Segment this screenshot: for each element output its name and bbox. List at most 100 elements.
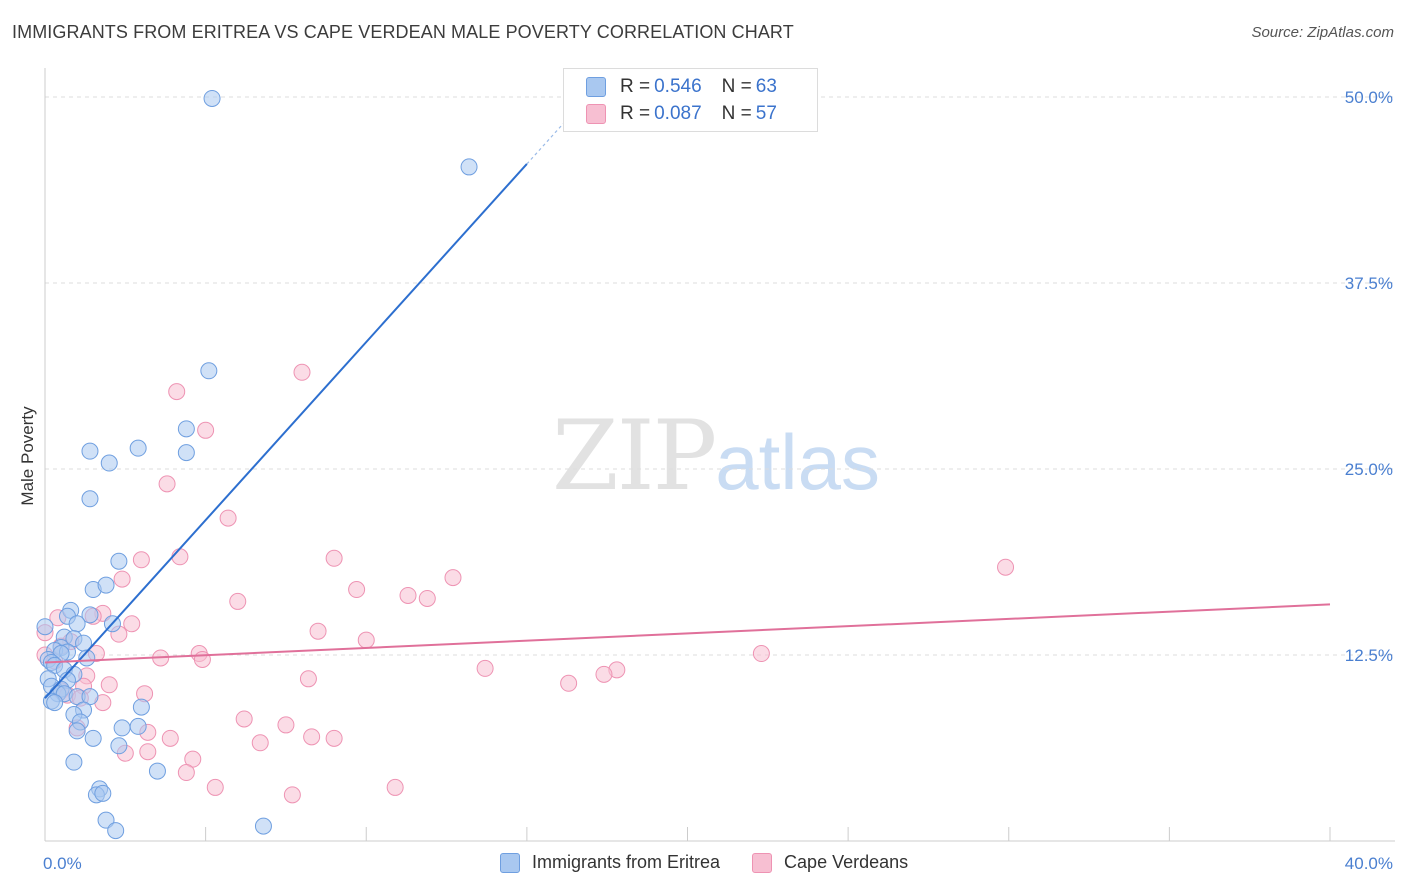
gridlines xyxy=(45,96,1395,656)
data-point-eritrea xyxy=(100,454,118,472)
data-point-cape-verdeans xyxy=(177,764,195,782)
data-point-cape-verdeans xyxy=(197,421,215,439)
data-point-cape-verdeans xyxy=(752,645,770,663)
data-point-eritrea xyxy=(46,694,64,712)
legend-n-value: 57 xyxy=(755,103,777,124)
data-point-cape-verdeans xyxy=(229,592,247,610)
legend-label: Immigrants from Eritrea xyxy=(532,852,721,872)
trend-line-eritrea xyxy=(44,163,528,699)
data-point-eritrea xyxy=(81,442,99,460)
trend-line-cape-verdeans xyxy=(44,603,1331,664)
data-point-cape-verdeans xyxy=(325,549,343,567)
data-point-eritrea xyxy=(254,817,272,835)
data-point-cape-verdeans xyxy=(193,650,211,668)
data-point-eritrea xyxy=(36,618,54,636)
data-point-cape-verdeans xyxy=(386,778,404,796)
legend-n-label: N = xyxy=(721,103,752,124)
series-cape-verdeans xyxy=(36,363,1015,804)
data-point-eritrea xyxy=(107,822,125,840)
legend-swatch-blue xyxy=(500,852,520,873)
legend-swatch-pink xyxy=(752,852,773,873)
data-point-eritrea xyxy=(68,615,86,633)
data-point-eritrea xyxy=(81,490,99,508)
y-axis-label: Male Poverty xyxy=(18,406,37,506)
axes xyxy=(44,68,1395,842)
data-point-cape-verdeans xyxy=(348,581,366,599)
legend-item-eritrea[interactable]: Immigrants from Eritrea xyxy=(500,852,720,873)
legend-n-label: N = xyxy=(721,76,752,97)
data-point-eritrea xyxy=(177,444,195,462)
legend-swatch-blue xyxy=(586,77,606,97)
data-point-cape-verdeans xyxy=(997,558,1015,576)
data-point-cape-verdeans xyxy=(158,475,176,493)
data-point-cape-verdeans xyxy=(206,778,224,796)
data-point-eritrea xyxy=(97,576,115,594)
data-point-cape-verdeans xyxy=(132,551,150,569)
data-point-eritrea xyxy=(68,722,86,740)
legend-item-cape-verdeans[interactable]: Cape Verdeans xyxy=(752,852,908,873)
data-point-eritrea xyxy=(129,439,147,457)
data-point-eritrea xyxy=(84,729,102,747)
data-point-cape-verdeans xyxy=(595,665,613,683)
watermark-atlas: atlas xyxy=(715,418,880,506)
chart-title: IMMIGRANTS FROM ERITREA VS CAPE VERDEAN … xyxy=(12,22,794,42)
data-point-cape-verdeans xyxy=(325,729,343,747)
legend-row-eritrea: R = 0.546 N = 63 xyxy=(586,74,777,100)
legend-r-label: R = xyxy=(620,103,651,124)
data-point-cape-verdeans xyxy=(444,569,462,587)
watermark: ZIPatlas xyxy=(552,400,880,512)
data-point-cape-verdeans xyxy=(283,786,301,804)
legend-r-value: 0.087 xyxy=(654,103,702,124)
data-point-cape-verdeans xyxy=(418,589,436,607)
data-point-cape-verdeans xyxy=(139,743,157,761)
y-tick-label: 37.5% xyxy=(1345,274,1393,293)
x-tick-label: 40.0% xyxy=(1345,854,1393,873)
source-label: Source: ZipAtlas.com xyxy=(1251,24,1394,41)
data-point-eritrea xyxy=(129,717,147,735)
tick-labels: 12.5% 25.0% 37.5% 50.0% 0.0% 40.0% xyxy=(43,88,1393,873)
data-point-cape-verdeans xyxy=(299,670,317,688)
data-point-eritrea xyxy=(65,753,83,771)
watermark-zip: ZIP xyxy=(552,400,717,512)
data-point-cape-verdeans xyxy=(168,383,186,401)
data-point-cape-verdeans xyxy=(293,363,311,381)
data-point-eritrea xyxy=(97,811,115,829)
data-point-eritrea xyxy=(94,784,112,802)
data-point-cape-verdeans xyxy=(399,586,417,604)
legend-n-value: 63 xyxy=(755,76,777,97)
data-point-cape-verdeans xyxy=(113,570,131,588)
legend-row-cape-verdean: R = 0.087 N = 57 xyxy=(586,101,777,127)
correlation-legend: R = 0.546 N = 63 R = 0.087 N = 57 xyxy=(563,68,818,132)
data-point-eritrea xyxy=(177,420,195,438)
data-point-cape-verdeans xyxy=(357,631,375,649)
data-point-cape-verdeans xyxy=(219,509,237,527)
data-point-cape-verdeans xyxy=(476,659,494,677)
legend-r-label: R = xyxy=(620,76,651,97)
data-point-eritrea xyxy=(81,606,99,624)
data-point-eritrea xyxy=(113,719,131,737)
data-point-cape-verdeans xyxy=(560,674,578,692)
data-point-cape-verdeans xyxy=(303,728,321,746)
data-point-eritrea xyxy=(460,158,478,176)
y-tick-label: 12.5% xyxy=(1345,646,1393,665)
legend-swatch-pink xyxy=(586,104,606,124)
legend-label: Cape Verdeans xyxy=(784,852,909,872)
data-point-eritrea xyxy=(110,552,128,570)
legend-r-value: 0.546 xyxy=(654,76,702,97)
data-point-eritrea xyxy=(132,698,150,716)
y-tick-label: 50.0% xyxy=(1345,88,1393,107)
data-point-eritrea xyxy=(148,762,166,780)
y-tick-label: 25.0% xyxy=(1345,460,1393,479)
data-point-cape-verdeans xyxy=(277,716,295,734)
x-tick-label: 0.0% xyxy=(43,854,82,873)
series-legend: Immigrants from Eritrea Cape Verdeans xyxy=(500,852,940,873)
data-point-eritrea xyxy=(78,649,96,667)
data-point-cape-verdeans xyxy=(171,548,189,566)
data-point-cape-verdeans xyxy=(251,734,269,752)
data-point-eritrea xyxy=(200,362,218,380)
data-point-cape-verdeans xyxy=(235,710,253,728)
data-point-eritrea xyxy=(110,737,128,755)
data-point-cape-verdeans xyxy=(123,615,141,633)
data-point-cape-verdeans xyxy=(161,729,179,747)
